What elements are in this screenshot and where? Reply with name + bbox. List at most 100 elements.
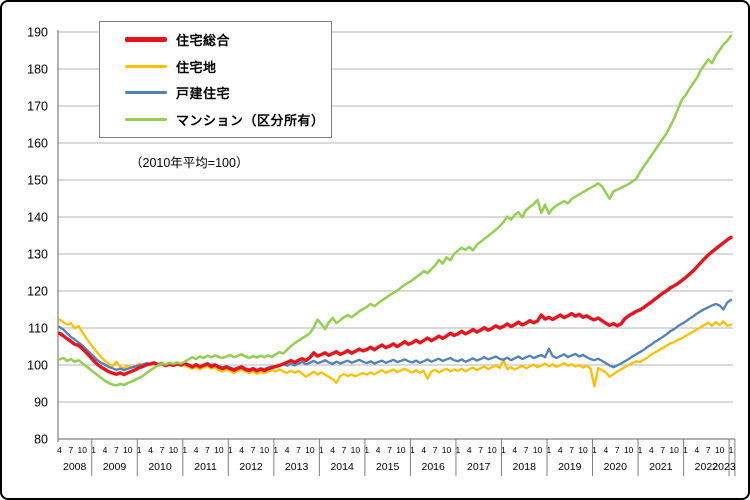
x-month-label: 7: [615, 445, 620, 455]
x-month-label: 1: [410, 445, 415, 455]
legend-item-land: 住宅地: [125, 57, 331, 76]
x-month-label: 10: [78, 445, 88, 455]
x-month-label: 10: [578, 445, 588, 455]
x-month-label: 1: [547, 445, 552, 455]
y-axis-tick-label: 90: [34, 396, 48, 410]
x-month-label: 4: [239, 445, 244, 455]
series-line-detached: [58, 298, 733, 372]
x-year-label: 2008: [63, 461, 87, 473]
x-month-label: 10: [123, 445, 133, 455]
x-year-label: 2021: [649, 461, 673, 473]
legend-swatch-detached: [125, 91, 167, 95]
x-year-label: 2011: [194, 461, 217, 473]
legend-label-condo: マンション（区分所有）: [176, 113, 325, 129]
x-year-label: 2020: [604, 461, 628, 473]
series-line-land: [58, 318, 733, 388]
x-year-label: 2010: [148, 461, 172, 473]
x-month-label: 7: [342, 445, 347, 455]
x-month-label: 7: [160, 445, 165, 455]
x-month-label: 1: [182, 445, 187, 455]
x-month-label: 10: [260, 445, 270, 455]
legend-box: 住宅総合 住宅地 戸建住宅 マンション（区分所有）: [99, 21, 332, 138]
x-month-label: 4: [194, 445, 199, 455]
x-year-label: 2022: [695, 461, 719, 473]
x-year-label: 2015: [376, 461, 400, 473]
x-month-label: 4: [103, 445, 108, 455]
series-line-total: [57, 235, 733, 377]
x-month-label: 7: [706, 445, 711, 455]
x-month-label: 4: [649, 445, 654, 455]
x-month-label: 7: [296, 445, 301, 455]
x-month-label: 1: [501, 445, 506, 455]
x-month-label: 1: [91, 445, 96, 455]
y-axis-tick-label: 190: [27, 26, 48, 40]
legend-label-land: 住宅地: [176, 59, 217, 75]
x-month-label: 10: [169, 445, 179, 455]
y-axis-tick-label: 100: [27, 359, 48, 373]
legend-label-detached: 戸建住宅: [176, 86, 231, 102]
legend-swatch-land: [125, 64, 167, 68]
x-month-label: 1: [592, 445, 597, 455]
x-month-label: 10: [442, 445, 452, 455]
x-month-label: 7: [524, 445, 529, 455]
base-year-note: （2010年平均=100）: [130, 156, 249, 170]
legend-label-total: 住宅総合: [176, 32, 231, 48]
y-axis-tick-label: 80: [34, 433, 48, 447]
y-axis-tick-label: 150: [27, 174, 48, 188]
x-month-label: 4: [558, 445, 563, 455]
x-year-label: 2017: [467, 461, 491, 473]
x-month-label: 7: [114, 445, 119, 455]
legend-item-detached: 戸建住宅: [125, 83, 331, 102]
series-line-condo: [58, 34, 733, 387]
legend-item-condo: マンション（区分所有）: [125, 110, 331, 129]
x-month-label: 1: [137, 445, 142, 455]
x-month-label: 10: [715, 445, 725, 455]
x-month-label: 7: [251, 445, 256, 455]
x-month-label: 1: [638, 445, 643, 455]
y-axis-tick-label: 120: [27, 285, 48, 299]
y-axis-tick-label: 130: [27, 248, 48, 262]
x-month-label: 1: [364, 445, 369, 455]
x-month-label: 7: [205, 445, 210, 455]
y-axis-tick-label: 140: [27, 211, 48, 225]
x-month-label: 4: [421, 445, 426, 455]
x-month-label: 10: [351, 445, 361, 455]
x-month-label: 4: [512, 445, 517, 455]
x-year-label: 2013: [285, 461, 309, 473]
x-month-label: 4: [467, 445, 472, 455]
x-month-label: 10: [305, 445, 315, 455]
x-month-label: 7: [433, 445, 438, 455]
x-month-label: 7: [569, 445, 574, 455]
x-month-label: 4: [376, 445, 381, 455]
y-axis-tick-label: 110: [28, 322, 48, 336]
x-year-label: 2012: [239, 461, 263, 473]
x-month-label: 4: [148, 445, 153, 455]
x-month-label: 1: [729, 445, 734, 455]
x-year-label: 2018: [513, 461, 537, 473]
x-month-label: 1: [683, 445, 688, 455]
x-month-label: 10: [214, 445, 224, 455]
x-month-label: 4: [603, 445, 608, 455]
x-month-label: 4: [694, 445, 699, 455]
y-axis-tick-label: 180: [27, 63, 48, 77]
legend-swatch-condo: [125, 118, 167, 122]
x-year-label: 2009: [103, 461, 127, 473]
x-month-label: 7: [69, 445, 74, 455]
x-month-label: 4: [285, 445, 290, 455]
x-month-label: 7: [387, 445, 392, 455]
legend-item-total: 住宅総合: [125, 30, 331, 49]
y-axis-tick-label: 160: [27, 137, 48, 151]
x-month-label: 4: [57, 445, 62, 455]
x-month-label: 10: [396, 445, 406, 455]
x-month-label: 7: [478, 445, 483, 455]
x-year-label: 2023: [712, 461, 736, 473]
x-month-label: 1: [319, 445, 324, 455]
x-year-label: 2016: [422, 461, 446, 473]
x-month-label: 1: [455, 445, 460, 455]
x-year-label: 2014: [330, 461, 354, 473]
x-month-label: 10: [487, 445, 497, 455]
x-month-label: 10: [533, 445, 543, 455]
x-year-label: 2019: [558, 461, 582, 473]
